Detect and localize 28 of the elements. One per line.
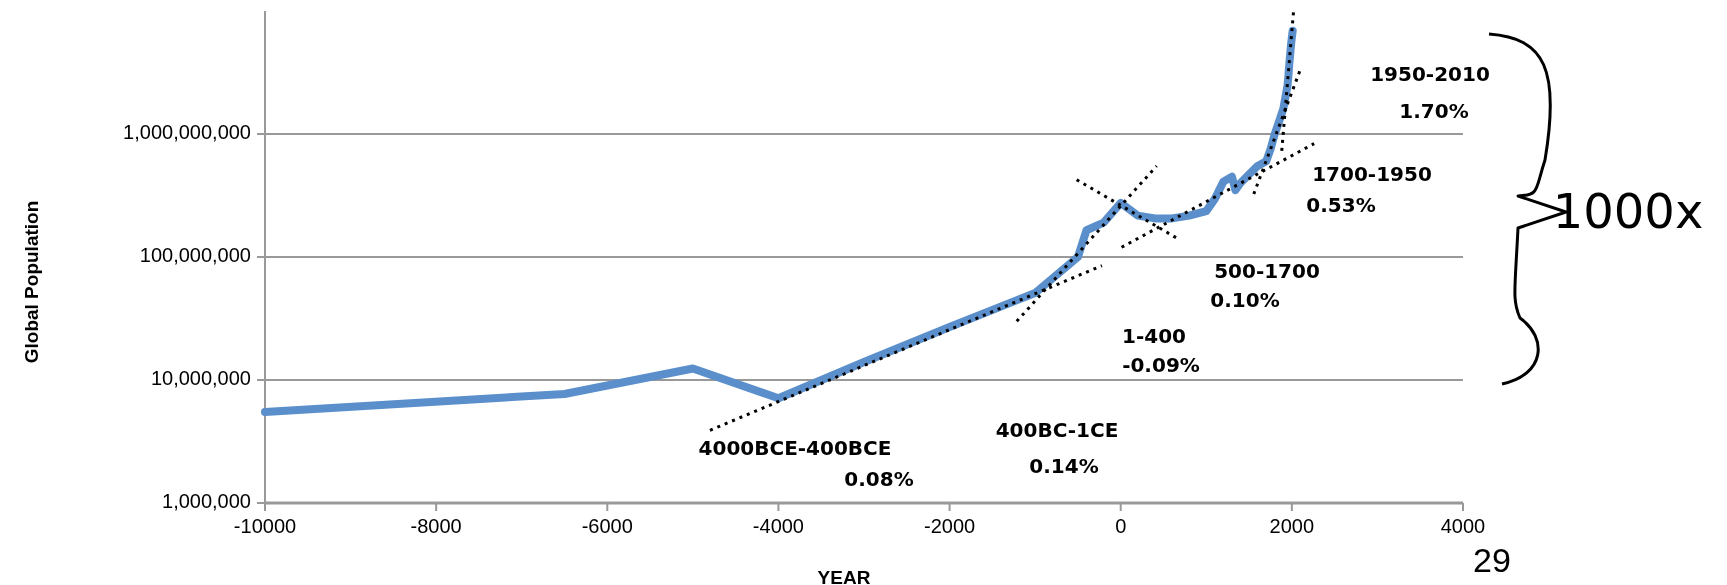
x-tick-label: -6000 xyxy=(581,515,633,537)
annotation: 1.70% xyxy=(1399,99,1469,123)
annotation: 0.53% xyxy=(1306,193,1376,217)
x-tick-label: -4000 xyxy=(752,515,805,537)
annotation: 4000BCE-400BCE xyxy=(698,436,892,460)
y-tick-label: 10,000,000 xyxy=(150,367,251,390)
x-tick-label: -8000 xyxy=(410,515,462,537)
x-tick-label: -10000 xyxy=(233,515,297,537)
x-axis-title: YEAR xyxy=(817,567,871,585)
x-tick-label: 4000 xyxy=(1440,515,1486,537)
annotation: 500-1700 xyxy=(1214,259,1320,283)
x-tick-label: -2000 xyxy=(923,515,976,537)
annotation: 400BC-1CE xyxy=(995,418,1119,442)
annotation: 1700-1950 xyxy=(1312,162,1432,186)
annotation: 0.10% xyxy=(1210,288,1280,312)
text: 1000x xyxy=(1552,183,1704,239)
x-tick-label: 2000 xyxy=(1269,515,1315,537)
y-tick-label: 100,000,000 xyxy=(139,244,251,267)
y-tick-label: 1,000,000 xyxy=(162,490,251,513)
annotation: -0.09% xyxy=(1122,353,1200,377)
x-tick-label: 0 xyxy=(1115,515,1127,537)
annotation: 1-400 xyxy=(1122,324,1186,348)
annotation: 0.08% xyxy=(844,467,914,491)
annotation: 1950-2010 xyxy=(1370,62,1490,86)
annotation: 0.14% xyxy=(1029,454,1099,478)
y-axis-title: Global Population xyxy=(21,200,42,364)
text: 29 xyxy=(1473,541,1511,579)
y-tick-label: 1,000,000,000 xyxy=(123,121,251,144)
